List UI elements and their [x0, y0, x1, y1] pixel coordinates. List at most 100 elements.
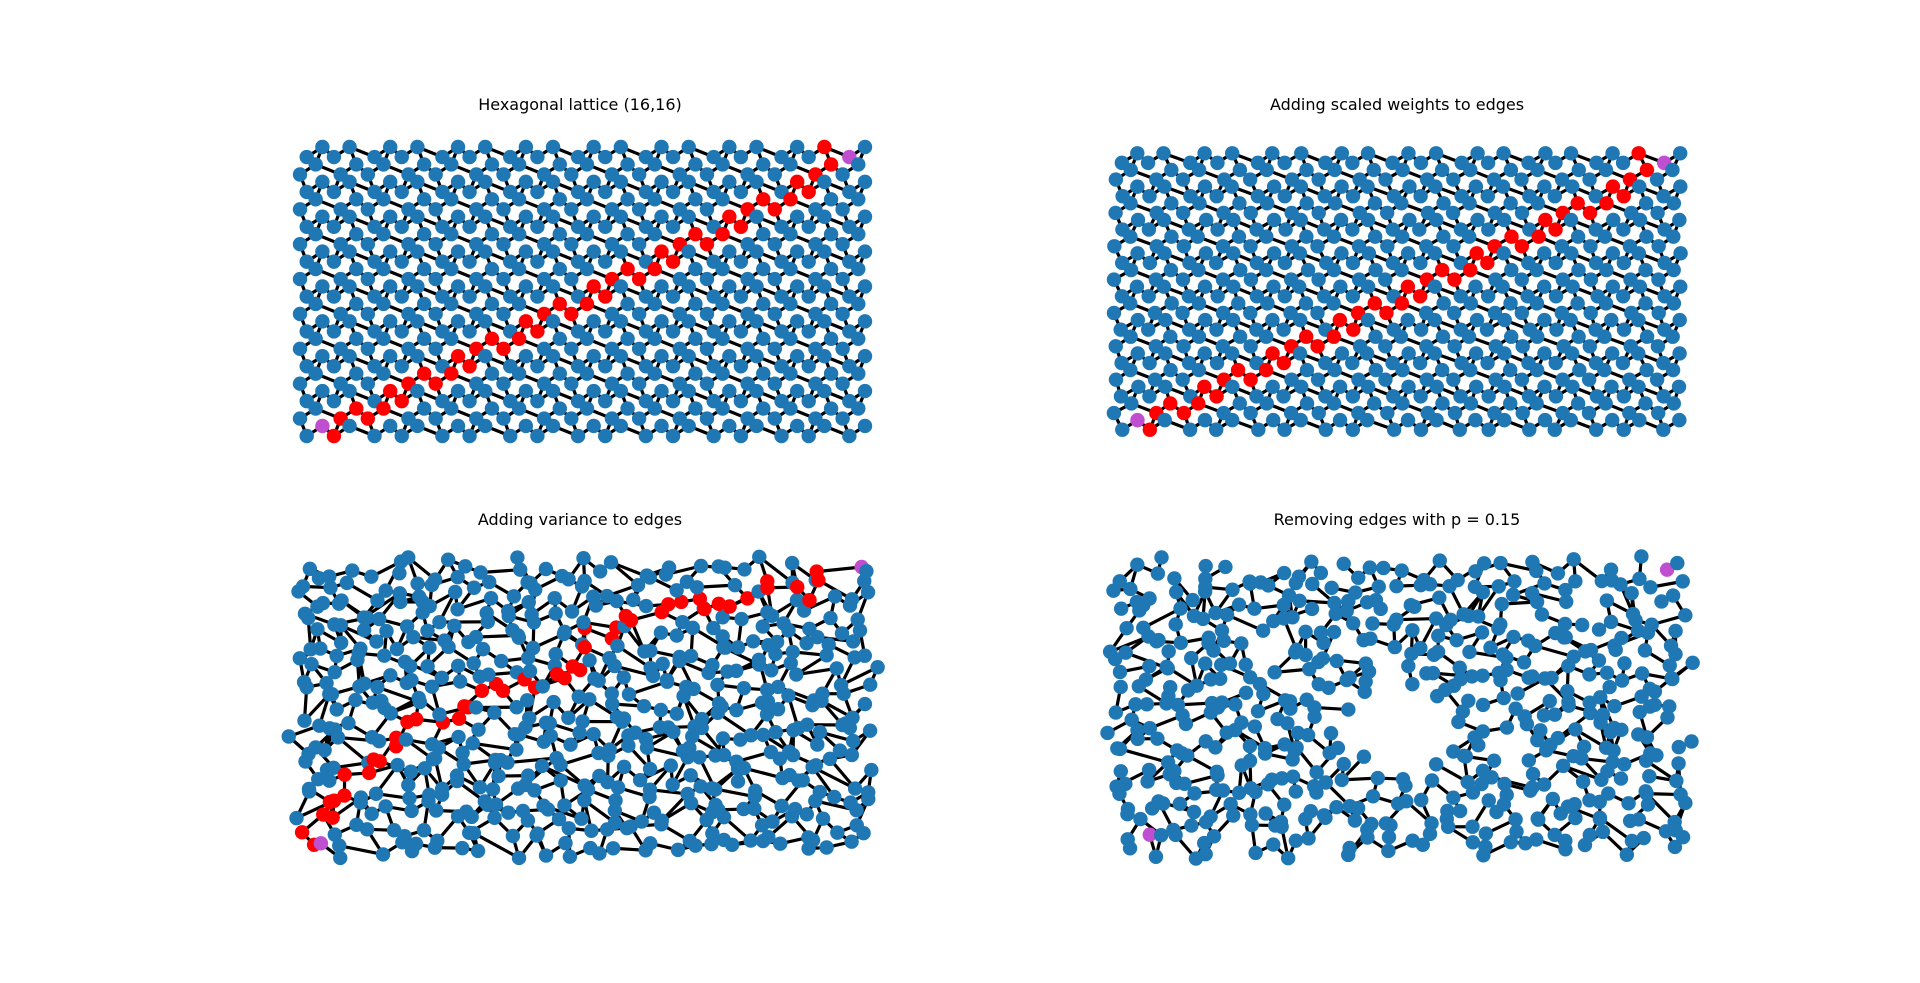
graph-node	[835, 306, 850, 322]
path-node	[715, 226, 730, 242]
graph-node	[1130, 212, 1146, 228]
graph-node	[749, 209, 764, 224]
path-node	[579, 296, 595, 312]
graph-node	[799, 717, 815, 732]
graph-node	[478, 139, 493, 155]
graph-node	[1198, 846, 1213, 862]
graph-node	[1209, 764, 1225, 780]
graph-node	[1232, 329, 1248, 344]
graph-node	[1497, 379, 1512, 394]
graph-nodes	[1100, 549, 1700, 866]
graph-node	[1470, 212, 1485, 228]
graph-node	[1244, 817, 1260, 833]
graph-node	[1142, 591, 1157, 606]
graph-node	[847, 781, 863, 796]
graph-node	[1164, 229, 1179, 244]
graph-node	[487, 810, 502, 825]
graph-node	[1413, 422, 1429, 437]
graph-node	[1164, 296, 1179, 311]
graph-node	[722, 314, 737, 329]
graph-edge	[505, 756, 559, 765]
path-node	[1463, 262, 1478, 278]
graph-node	[572, 725, 587, 740]
graph-node	[545, 174, 561, 190]
graph-node	[1649, 372, 1665, 387]
graph-node	[535, 679, 550, 694]
graph-node	[823, 331, 839, 346]
path-node	[1514, 239, 1530, 254]
graph-node	[1259, 329, 1274, 344]
graph-node	[444, 261, 459, 277]
graph-node	[1622, 405, 1637, 421]
graph-node	[317, 742, 332, 758]
graph-node	[456, 756, 471, 772]
graph-node	[511, 296, 527, 312]
graph-node	[397, 828, 412, 844]
graph-node	[801, 289, 816, 304]
path-node	[496, 341, 511, 357]
graph-node	[1141, 322, 1156, 337]
graph-node	[333, 618, 349, 633]
endpoint-node	[1130, 412, 1145, 428]
graph-node	[1463, 396, 1479, 411]
graph-node	[1178, 716, 1194, 732]
graph-node	[749, 139, 764, 155]
graph-node	[1515, 339, 1530, 354]
graph-node	[665, 428, 681, 444]
graph-node	[1570, 296, 1585, 311]
graph-node	[496, 306, 511, 322]
graph-node	[643, 836, 658, 851]
graph-node	[292, 167, 308, 182]
path-node	[337, 767, 352, 782]
graph-node	[1209, 782, 1224, 797]
path-node	[1243, 372, 1258, 387]
graph-node	[349, 261, 364, 277]
graph-node	[722, 244, 737, 259]
graph-node	[805, 759, 820, 775]
graph-node	[610, 638, 625, 654]
graph-node	[785, 644, 800, 660]
graph-node	[315, 174, 330, 190]
graph-node	[530, 359, 545, 374]
graph-node	[665, 393, 681, 409]
graph-node	[1299, 162, 1314, 178]
graph-node	[1572, 362, 1587, 378]
graph-node	[1548, 155, 1563, 171]
graph-node	[584, 823, 599, 838]
endpoint-node	[1142, 827, 1157, 842]
graph-node	[349, 192, 364, 207]
graph-node	[577, 573, 592, 589]
graph-node	[586, 349, 601, 364]
graph-node	[845, 733, 861, 749]
graph-node	[1345, 255, 1361, 271]
graph-node	[351, 646, 366, 661]
graph-node	[1212, 671, 1228, 687]
graph-node	[530, 393, 545, 409]
graph-node	[1189, 678, 1204, 693]
graph-node	[511, 226, 527, 242]
path-node	[1605, 179, 1621, 194]
graph-node	[749, 383, 764, 399]
graph-node	[518, 209, 534, 224]
panel-title: Adding variance to edges	[478, 510, 682, 529]
graph-node	[812, 724, 828, 740]
graph-node	[1191, 262, 1206, 278]
graph-node	[564, 167, 579, 182]
graph-node	[628, 725, 643, 740]
graph-node	[370, 593, 385, 608]
graph-node	[711, 802, 726, 818]
graph-node	[715, 192, 730, 207]
path-node	[337, 788, 352, 803]
graph-node	[462, 393, 477, 409]
graph-node	[756, 261, 771, 277]
graph-node	[843, 795, 858, 810]
graph-node	[1142, 721, 1158, 736]
graph-node	[1563, 312, 1578, 328]
graph-node	[1605, 246, 1621, 261]
graph-node	[292, 411, 308, 426]
graph-node	[1529, 262, 1544, 278]
graph-node	[496, 237, 511, 252]
graph-node	[1197, 346, 1212, 361]
graph-node	[1108, 172, 1124, 187]
path-node	[416, 366, 432, 381]
